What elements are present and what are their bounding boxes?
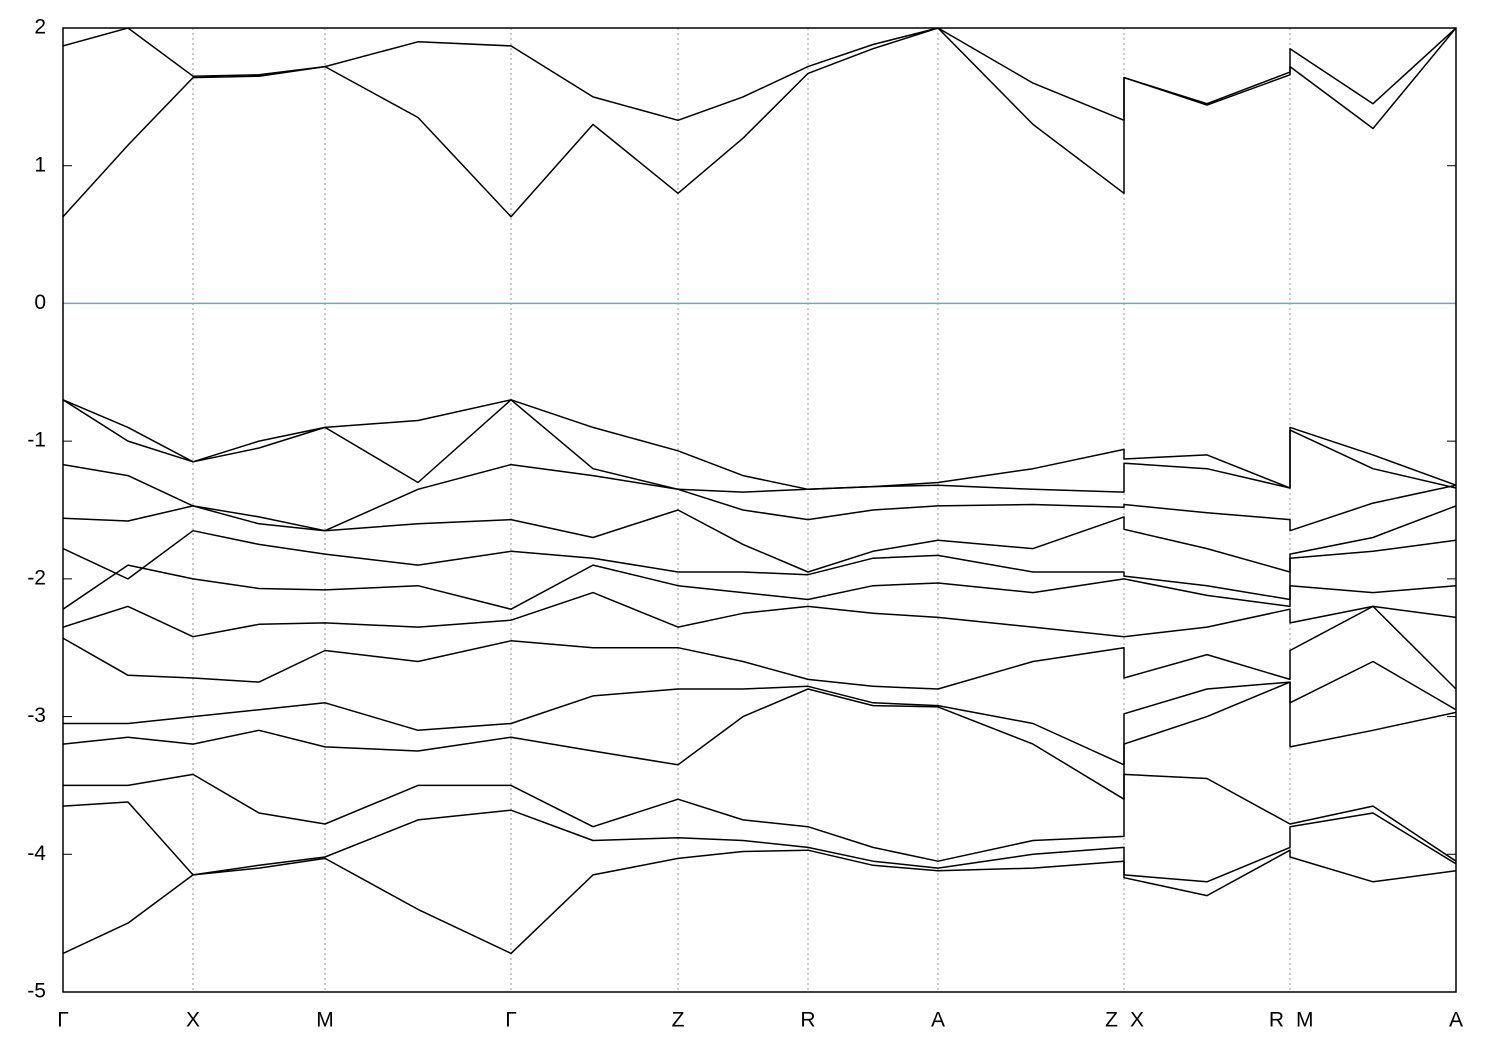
y-tick-label: 1 [34, 153, 46, 176]
band-line [63, 564, 1456, 610]
band-line [63, 463, 1456, 532]
plot-area [63, 28, 1456, 955]
x-tick-label: M [1296, 1009, 1314, 1032]
band-line [63, 681, 1456, 800]
x-tick-label: Z [1105, 1009, 1118, 1032]
band-line [63, 529, 1456, 601]
x-tick-label: R [1269, 1009, 1284, 1032]
band-line [63, 605, 1456, 690]
y-tick-label: -1 [27, 429, 46, 452]
x-tick-label: A [1449, 1009, 1463, 1032]
band-line [63, 399, 1456, 493]
x-tick-label: X [1130, 1009, 1144, 1032]
y-tick-label: -3 [27, 704, 46, 727]
band-line [63, 28, 1456, 218]
y-tick-label: -4 [27, 842, 46, 865]
band-line [63, 801, 1456, 883]
x-tick-label: Γ [57, 1009, 69, 1032]
y-tick-label: -5 [27, 980, 46, 1003]
band-line [63, 849, 1456, 955]
band-line [63, 28, 1456, 122]
x-tick-label: R [800, 1009, 815, 1032]
labels: 210-1-2-3-4-5Γ X M Γ Z R A Z X R M A [27, 16, 1463, 1032]
y-tick-label: 2 [34, 16, 46, 39]
x-tick-label: A [931, 1009, 945, 1032]
band-line [63, 773, 1456, 862]
x-tick-label: Γ [505, 1009, 517, 1032]
y-tick-label: 0 [34, 291, 46, 314]
plot-frame [62, 27, 1457, 993]
band-line [63, 660, 1456, 766]
x-tick-label: M [316, 1009, 334, 1032]
band-line [63, 591, 1456, 638]
band-line [63, 505, 1456, 573]
x-tick-label: X [186, 1009, 200, 1032]
x-tick-label: Z [672, 1009, 685, 1032]
y-tick-label: -2 [27, 566, 46, 589]
